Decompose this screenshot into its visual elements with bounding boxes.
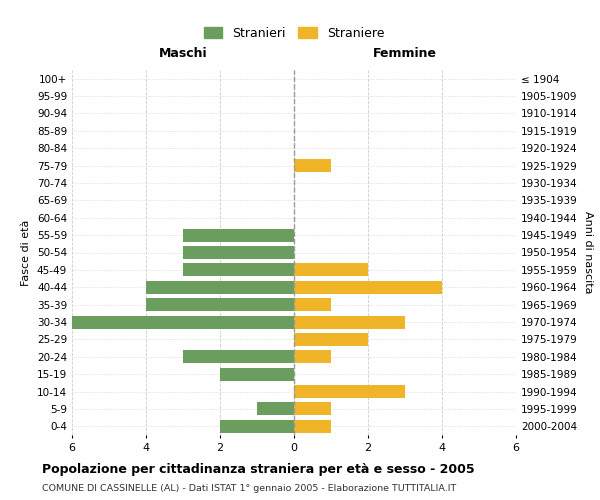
Text: Maschi: Maschi <box>158 46 208 60</box>
Bar <box>183 228 294 241</box>
Bar <box>183 246 294 259</box>
Bar <box>183 350 294 364</box>
Bar <box>294 298 331 311</box>
Bar <box>294 264 368 276</box>
Bar <box>257 402 294 415</box>
Bar <box>146 298 294 311</box>
Text: Popolazione per cittadinanza straniera per età e sesso - 2005: Popolazione per cittadinanza straniera p… <box>42 462 475 475</box>
Bar <box>294 385 405 398</box>
Bar <box>294 402 331 415</box>
Bar <box>294 350 331 364</box>
Bar <box>294 159 331 172</box>
Bar <box>294 333 368 346</box>
Y-axis label: Anni di nascita: Anni di nascita <box>583 211 593 294</box>
Bar <box>183 264 294 276</box>
Legend: Stranieri, Straniere: Stranieri, Straniere <box>199 22 389 44</box>
Text: COMUNE DI CASSINELLE (AL) - Dati ISTAT 1° gennaio 2005 - Elaborazione TUTTITALIA: COMUNE DI CASSINELLE (AL) - Dati ISTAT 1… <box>42 484 456 493</box>
Y-axis label: Fasce di età: Fasce di età <box>22 220 31 286</box>
Bar <box>294 316 405 328</box>
Bar <box>294 420 331 433</box>
Bar <box>220 368 294 380</box>
Text: Femmine: Femmine <box>373 46 437 60</box>
Bar <box>220 420 294 433</box>
Bar <box>146 280 294 294</box>
Bar <box>72 316 294 328</box>
Bar <box>294 280 442 294</box>
